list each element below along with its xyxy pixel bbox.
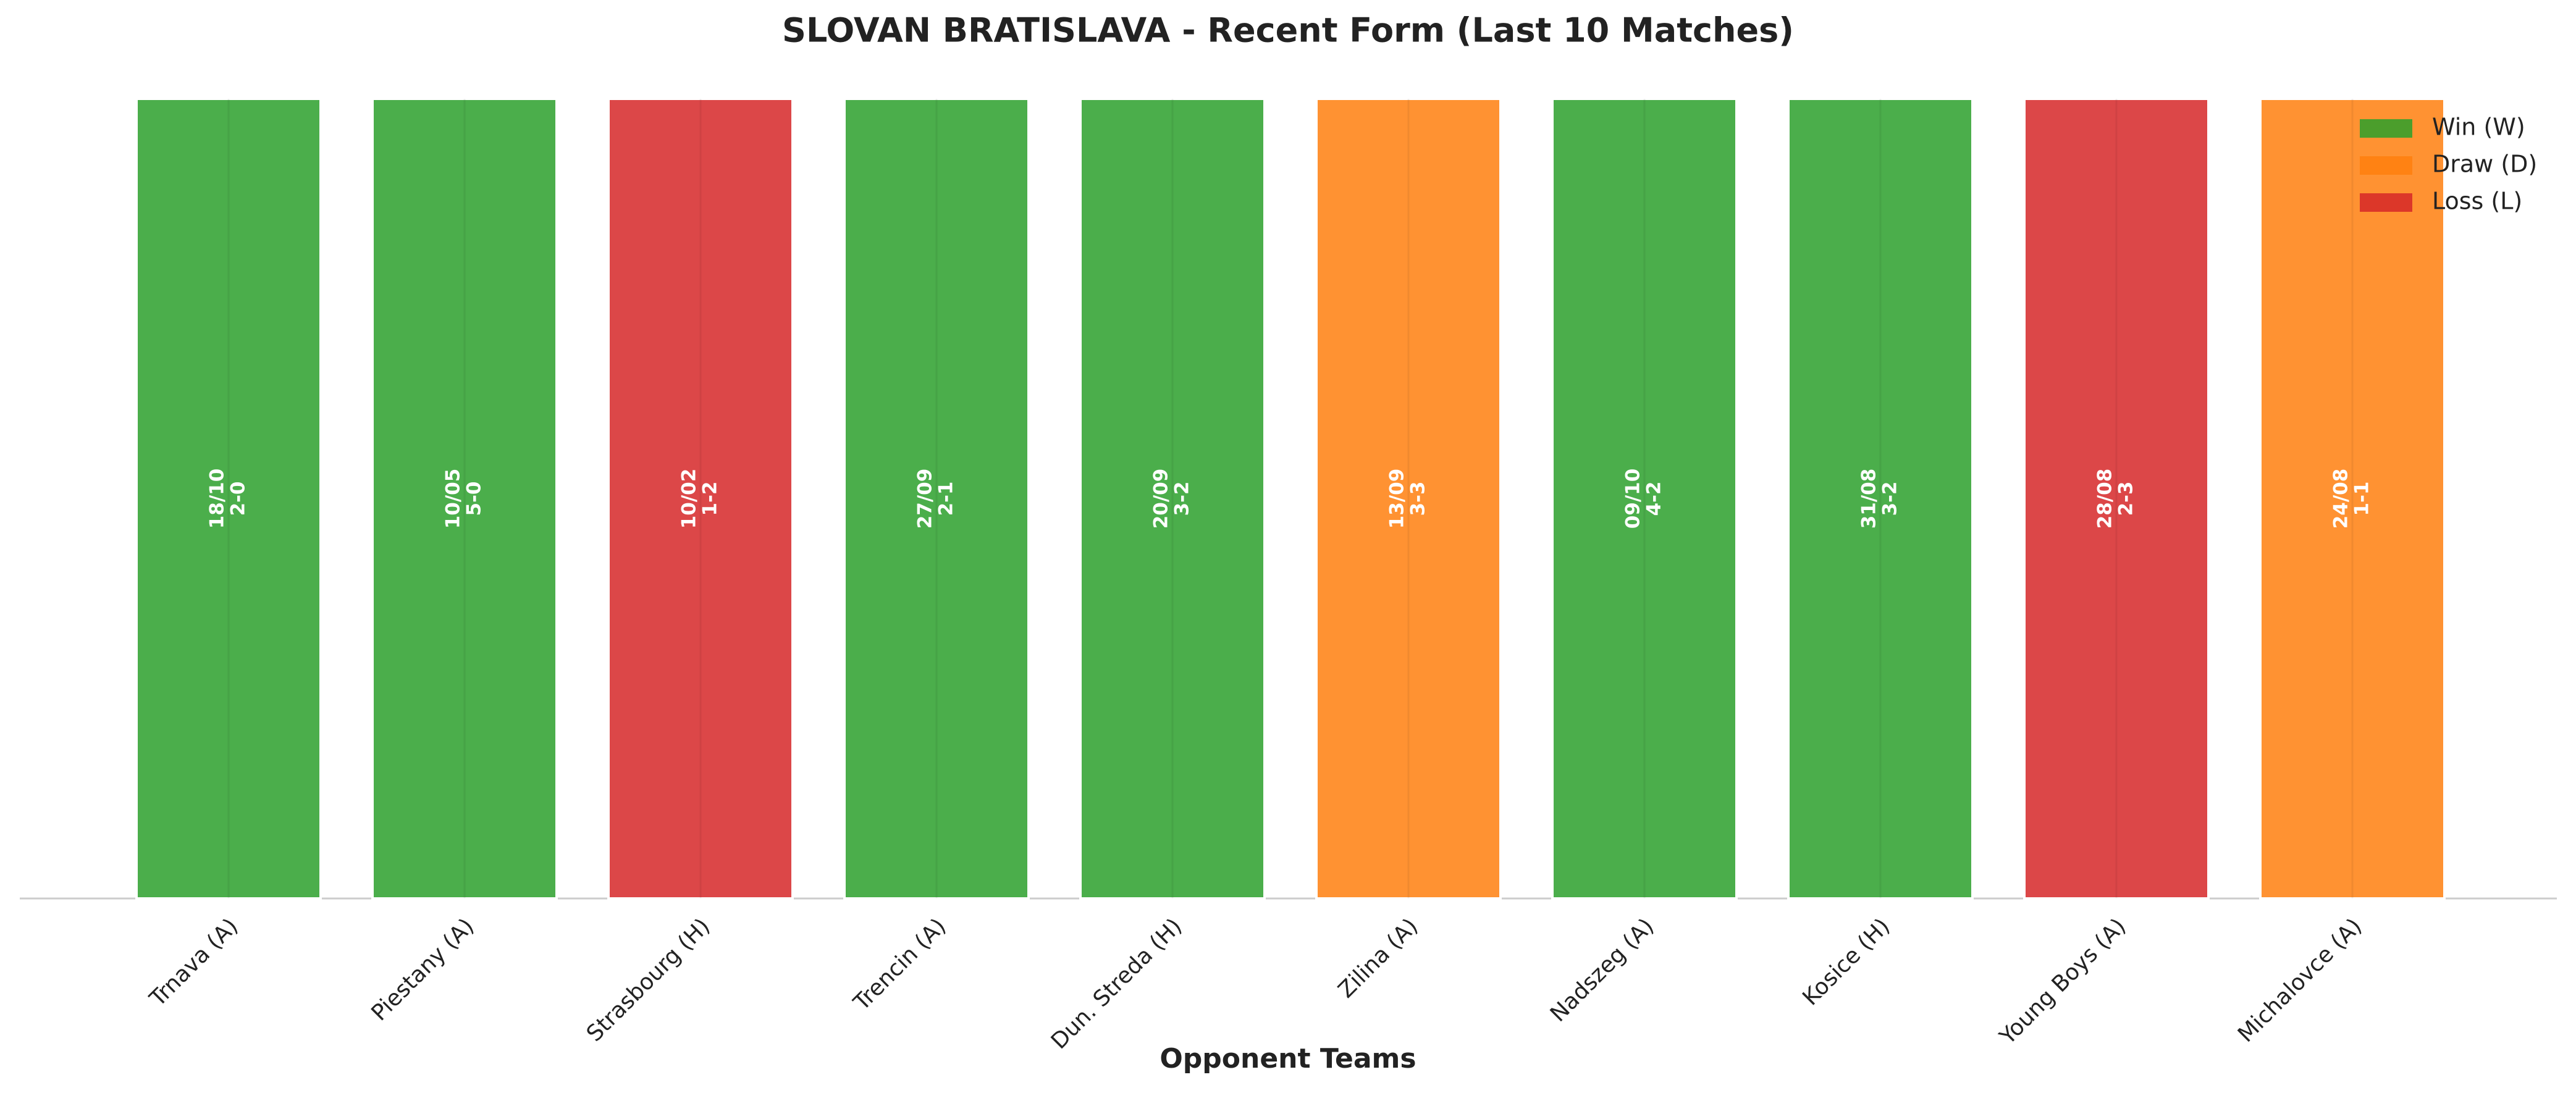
bar: [1079, 98, 1266, 900]
bar-label: 10/055-0: [442, 469, 486, 529]
x-tick-label: Kosice (H): [1798, 913, 1895, 1010]
bar-label: 09/104-2: [1622, 469, 1665, 529]
chart-title: SLOVAN BRATISLAVA - Recent Form (Last 10…: [782, 11, 1794, 50]
legend-label: Loss (L): [2432, 188, 2522, 215]
match-score: 2-1: [935, 481, 958, 516]
legend-label: Draw (D): [2432, 151, 2537, 178]
match-score: 5-0: [463, 481, 486, 516]
x-tick-label: Trnava (A): [145, 913, 243, 1011]
match-date: 27/09: [914, 469, 937, 529]
x-tick-label: Dun. Streda (H): [1046, 913, 1187, 1054]
match-date: 31/08: [1858, 469, 1880, 529]
match-score: 1-1: [2351, 481, 2373, 516]
x-tick-label: Michalovce (A): [2233, 913, 2367, 1047]
bar-label: 28/082-3: [2094, 469, 2137, 529]
match-score: 3-2: [1171, 481, 1193, 516]
bar-label: 10/021-2: [678, 469, 722, 529]
match-date: 13/09: [1386, 469, 1408, 529]
legend-swatch: [2360, 156, 2412, 175]
match-date: 10/05: [442, 469, 465, 529]
bar: [1551, 98, 1738, 900]
legend-label: Win (W): [2432, 114, 2525, 141]
match-date: 24/08: [2330, 469, 2352, 529]
match-score: 2-0: [227, 481, 250, 516]
bar-label: 27/092-1: [914, 469, 958, 529]
bar: [2023, 98, 2210, 900]
bar: [371, 98, 558, 900]
x-tick-label: Zilina (A): [1334, 913, 1423, 1003]
match-score: 1-2: [699, 481, 722, 516]
bar: [135, 98, 322, 900]
match-date: 18/10: [206, 469, 229, 529]
match-date: 20/09: [1150, 469, 1172, 529]
bar-label: 20/093-2: [1150, 469, 1193, 529]
bar: [1315, 98, 1502, 900]
legend-swatch: [2360, 119, 2412, 138]
bar-label: 31/083-2: [1858, 469, 1901, 529]
match-score: 4-2: [1643, 481, 1665, 516]
match-date: 09/10: [1622, 469, 1644, 529]
legend-swatch: [2360, 193, 2412, 212]
bar: [2259, 98, 2446, 900]
match-date: 28/08: [2094, 469, 2116, 529]
bar: [1787, 98, 1974, 900]
match-score: 2-3: [2115, 481, 2137, 516]
match-score: 3-3: [1407, 481, 1429, 516]
x-tick-label: Nadszeg (A): [1546, 913, 1659, 1027]
match-date: 10/02: [678, 469, 701, 529]
match-score: 3-2: [1879, 481, 1901, 516]
bar-label: 24/081-1: [2330, 469, 2373, 529]
bar-label: 13/093-3: [1386, 469, 1429, 529]
bar: [843, 98, 1030, 900]
bar-label: 18/102-0: [206, 469, 250, 529]
x-tick-label: Piestany (A): [367, 913, 479, 1026]
x-tick-label: Young Boys (A): [1995, 913, 2131, 1050]
bar: [607, 98, 794, 900]
x-axis-label: Opponent Teams: [1160, 1043, 1416, 1074]
x-tick-label: Strasbourg (H): [582, 913, 715, 1047]
x-tick-label: Trencin (A): [849, 913, 951, 1016]
